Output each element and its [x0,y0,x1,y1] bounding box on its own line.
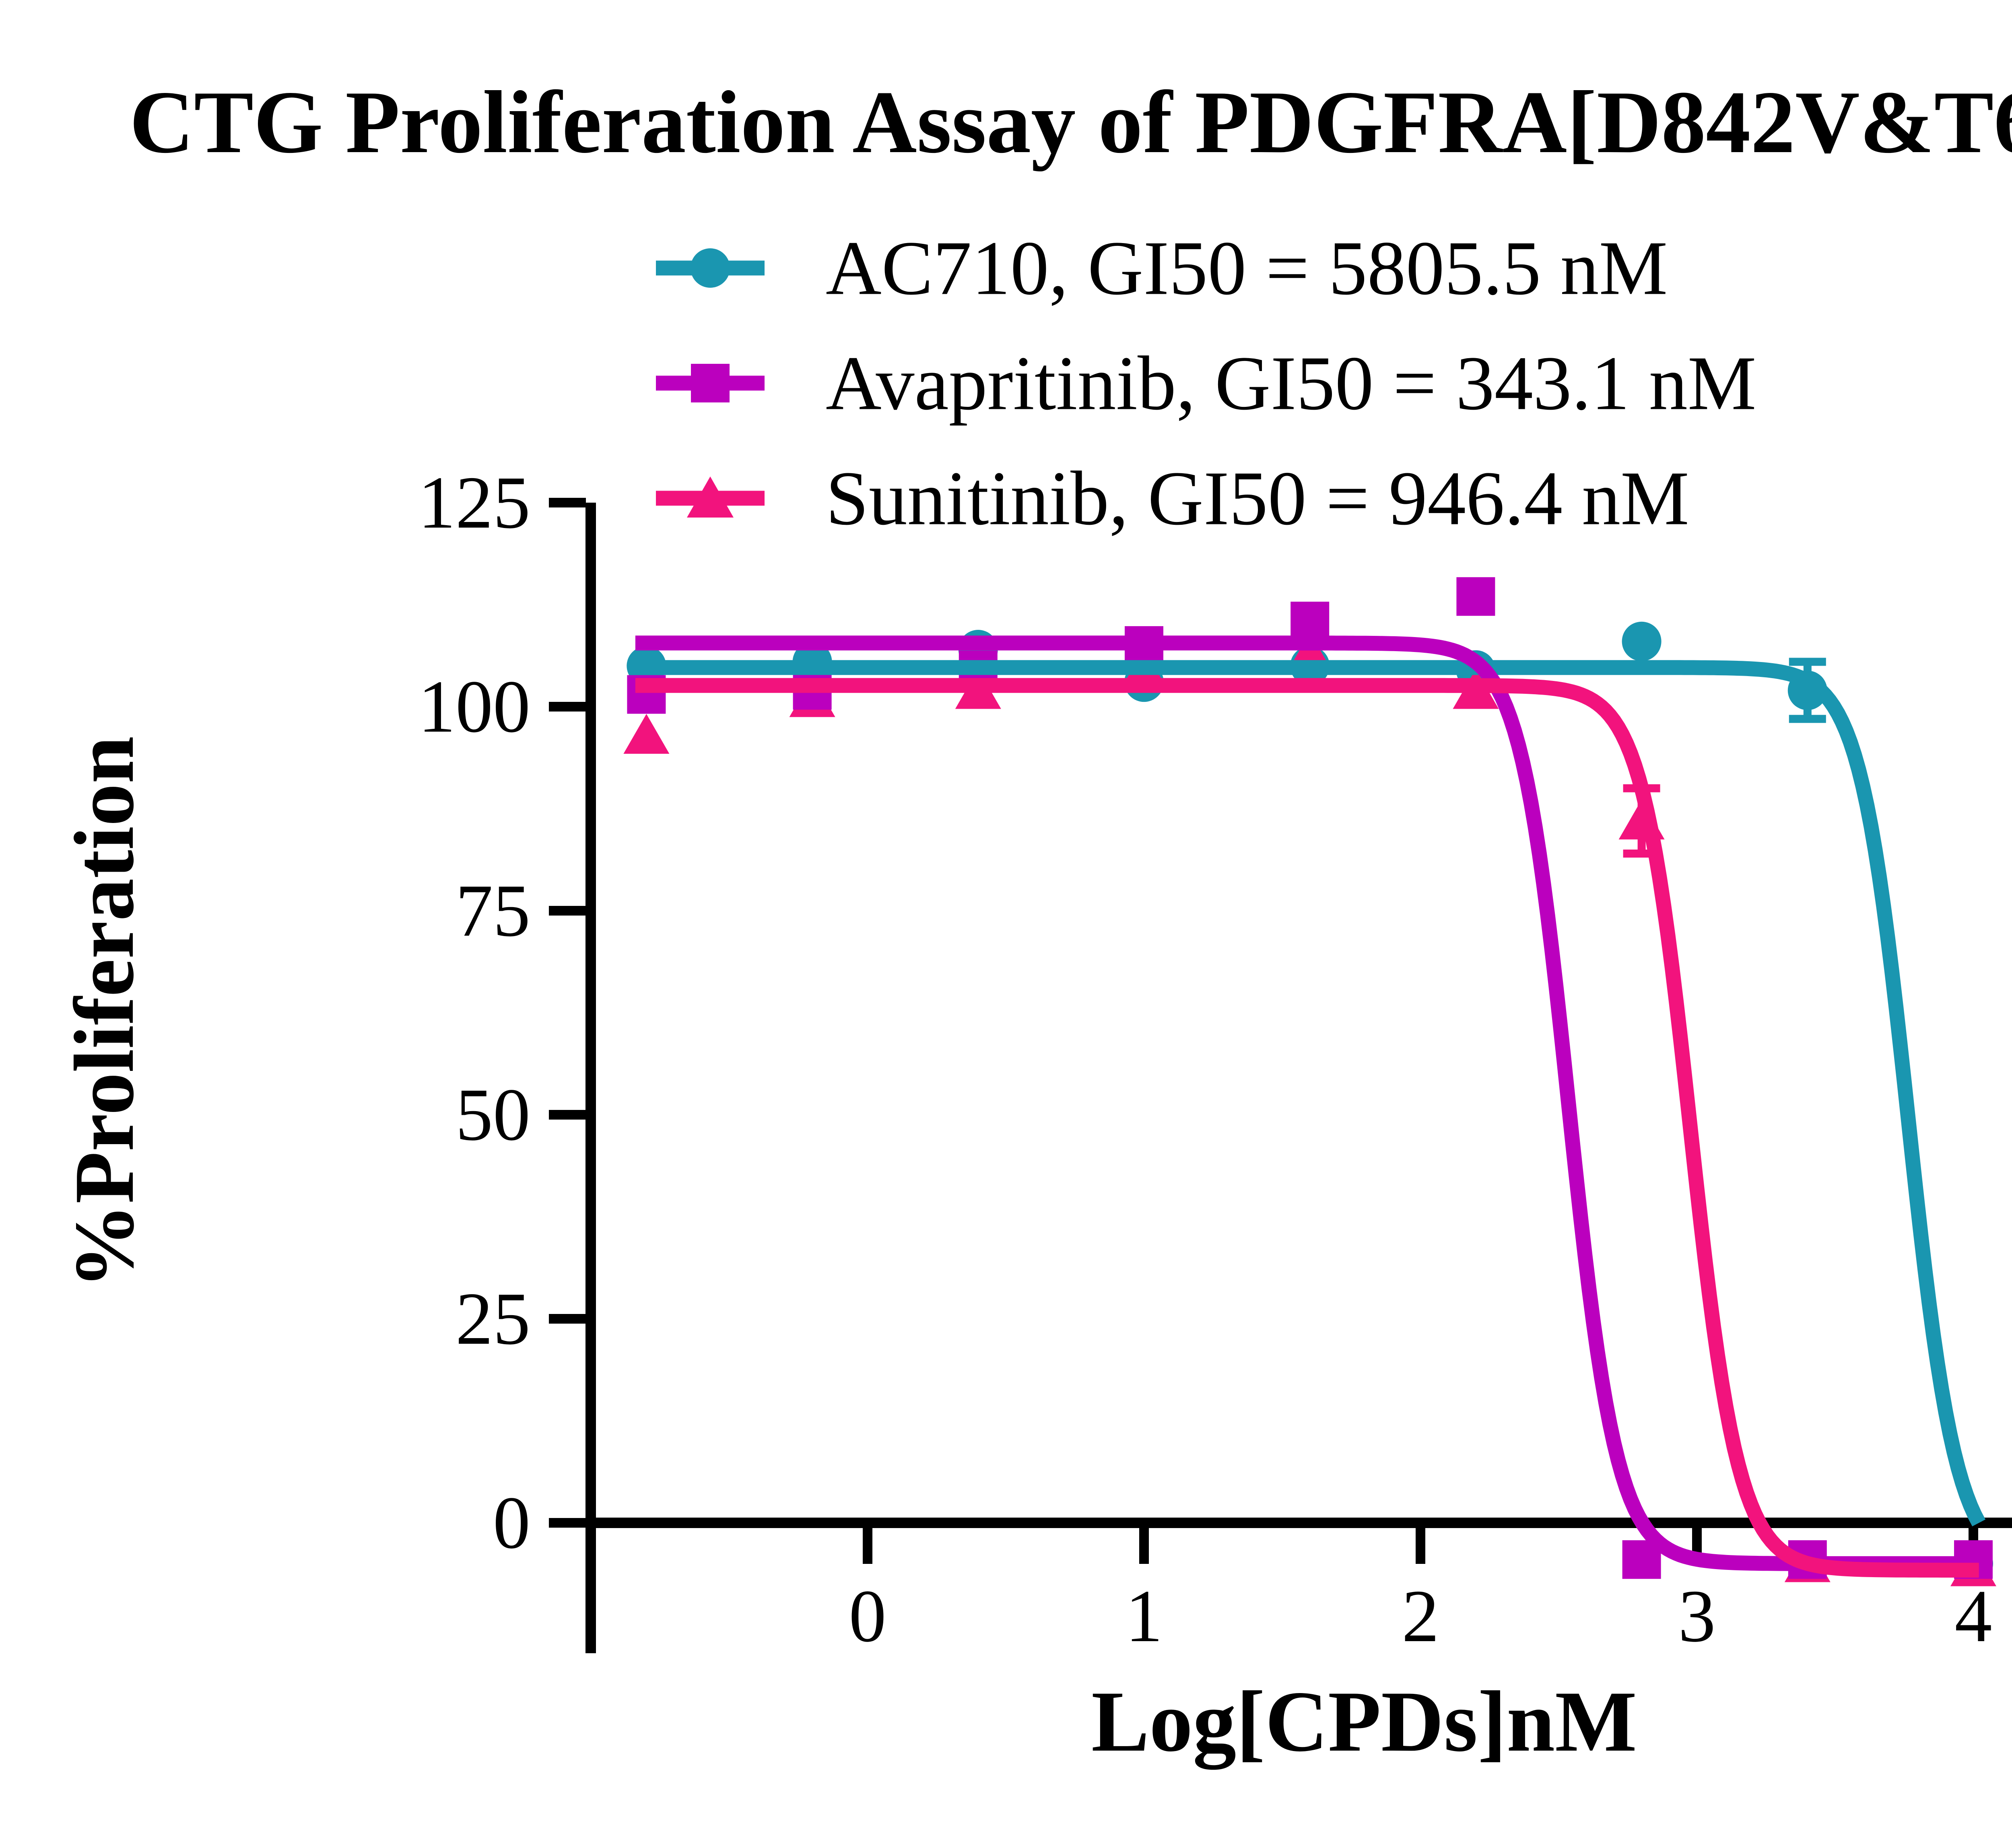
y-tick-label: 50 [456,1073,530,1156]
Avapritinib-fit-curve [635,635,1979,1571]
legend-marker-triangle-icon [687,476,734,518]
legend: AC710, GI50 = 5805.5 nM Avapritinib, GI5… [656,225,1756,541]
Sunitinib-data-point [623,714,670,754]
x-tick-label: 3 [1678,1575,1716,1658]
fit-curves-layer [635,635,1986,1578]
y-tick-label: 125 [418,461,530,544]
tick-labels: 0 25 50 75 100 125 0 1 2 3 4 [418,461,1992,1658]
Sunitinib-fit-curve [635,678,1979,1578]
AC710-data-point [1622,621,1662,661]
x-tick-label: 4 [1955,1575,1992,1658]
Sunitinib-points [623,632,1996,1586]
AC710-fit-curve [635,660,1986,1526]
y-tick-label: 100 [418,665,530,748]
data-points-layer [623,577,1996,1586]
y-tick-label: 0 [493,1481,530,1564]
x-tick-label: 2 [1402,1575,1439,1658]
legend-label-sunitinib: Sunitinib, GI50 = 946.4 nM [826,456,1689,541]
Avapritinib-points [627,577,1993,1579]
AC710-points [627,621,1993,1584]
axes [549,498,2012,1653]
y-tick-label: 75 [456,869,530,952]
legend-item-sunitinib: Sunitinib, GI50 = 946.4 nM [656,456,1689,541]
legend-label-avapritinib: Avapritinib, GI50 = 343.1 nM [826,340,1756,426]
x-tick-label: 0 [849,1575,886,1658]
y-tick-label: 25 [456,1277,530,1360]
legend-marker-square-icon [691,364,730,402]
Avapritinib-data-point [1290,602,1330,641]
chart-title: CTG Proliferation Assay of PDGFRA[D842V&… [130,73,2012,172]
x-tick-label: 1 [1126,1575,1163,1658]
y-axis-title: %Proliferation [57,736,151,1289]
legend-item-ac710: AC710, GI50 = 5805.5 nM [656,225,1668,311]
legend-label-ac710: AC710, GI50 = 5805.5 nM [826,225,1668,311]
Avapritinib-data-point [1456,577,1495,616]
x-axis-title: Log[CPDs]nM [1091,1673,1637,1770]
legend-marker-circle-icon [691,248,730,288]
legend-item-avapritinib: Avapritinib, GI50 = 343.1 nM [656,340,1756,426]
